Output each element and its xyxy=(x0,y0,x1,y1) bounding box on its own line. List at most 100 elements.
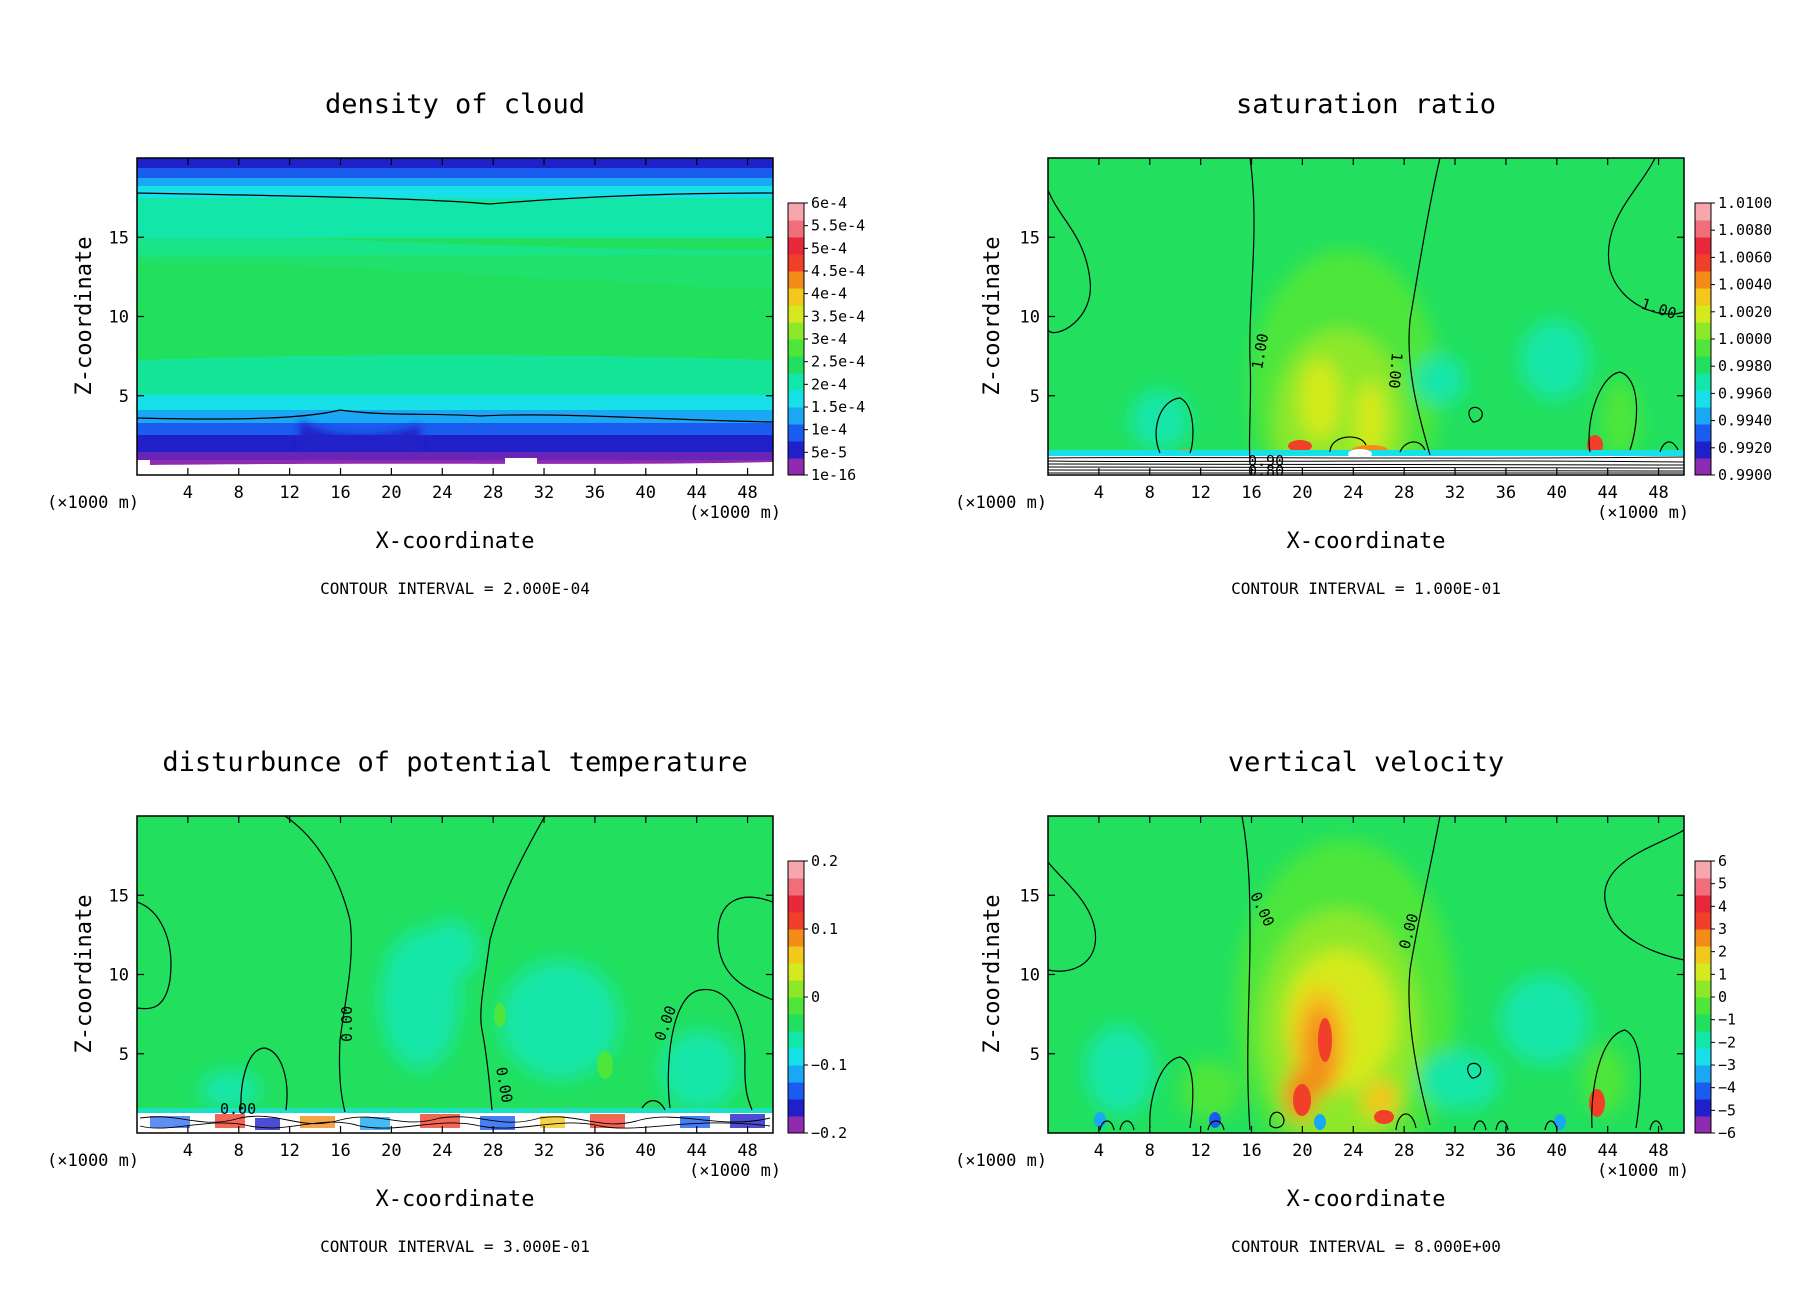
x-axis-label: X-coordinate xyxy=(376,529,535,554)
colorbar-swatch xyxy=(788,254,804,272)
colorbar-swatch xyxy=(788,288,804,306)
x-tick-label: 24 xyxy=(1343,1141,1363,1161)
colorbar-label: 0 xyxy=(811,988,820,1006)
colorbar-label: 0.9900 xyxy=(1718,466,1772,484)
colorbar-label: 5e-4 xyxy=(811,239,847,257)
colorbar-swatch xyxy=(1695,288,1711,306)
colorbar-swatch xyxy=(788,997,804,1015)
x-tick-label: 36 xyxy=(1496,483,1516,503)
contour-label: 1.00 xyxy=(1248,332,1272,371)
colorbar-swatch xyxy=(788,1065,804,1083)
colorbar-label: 1.5e-4 xyxy=(811,398,865,416)
contour-label: 1.00 xyxy=(1385,352,1406,390)
x-tick-label: 36 xyxy=(1496,1141,1516,1161)
colorbar-label: 0.9940 xyxy=(1718,412,1772,430)
y-tick-label: 5 xyxy=(1030,387,1040,407)
colorbar: 6 5 4 3 2 1 0 −1 −2 −3 −4 −5 −6 xyxy=(1694,852,1736,1142)
contour-interval: CONTOUR INTERVAL = 2.000E-04 xyxy=(320,579,590,598)
colorbar-swatch xyxy=(1695,254,1711,272)
x-tick-label: 40 xyxy=(1547,1141,1567,1161)
contour-label: 0.80 xyxy=(1248,462,1284,480)
colorbar-swatch xyxy=(1695,356,1711,374)
colorbar-label: 0.2 xyxy=(811,852,838,870)
colorbar-label: 4.5e-4 xyxy=(811,262,865,280)
colorbar-swatch xyxy=(1695,390,1711,408)
y-tick-label: 5 xyxy=(1030,1045,1040,1065)
colorbar-swatch xyxy=(1695,946,1711,964)
x-tick-label: 8 xyxy=(1145,1141,1155,1161)
x-tick-label: 12 xyxy=(279,483,299,503)
colorbar-label: 2e-4 xyxy=(811,375,847,393)
colorbar-swatch xyxy=(788,1116,804,1134)
colorbar-swatch xyxy=(788,407,804,425)
x-tick-label: 16 xyxy=(1241,483,1261,503)
x-tick-label: 28 xyxy=(483,1141,503,1161)
x-tick-label: 36 xyxy=(585,1141,605,1161)
colorbar-label: 1.0100 xyxy=(1718,194,1772,212)
colorbar-label: 1.0080 xyxy=(1718,221,1772,239)
x-tick-label: 4 xyxy=(1094,483,1104,503)
x-tick-label: 20 xyxy=(381,483,401,503)
colorbar-swatch xyxy=(1695,912,1711,930)
contour-label: 0.00 xyxy=(220,1100,256,1118)
x-tick-label: 12 xyxy=(1190,483,1210,503)
x-tick-label: 48 xyxy=(737,1141,757,1161)
x-unit-left: (×1000 m) xyxy=(47,493,139,513)
colorbar-swatch xyxy=(788,980,804,998)
colorbar-swatch xyxy=(1695,424,1711,442)
colorbar-swatch xyxy=(1695,373,1711,391)
x-tick-label: 12 xyxy=(279,1141,299,1161)
x-tick-label: 20 xyxy=(1292,1141,1312,1161)
colorbar-swatch xyxy=(1695,305,1711,323)
colorbar-label: 1.0020 xyxy=(1718,303,1772,321)
colorbar-swatch xyxy=(1695,929,1711,947)
colorbar-label: −2 xyxy=(1718,1033,1736,1051)
colorbar: 6e-4 5.5e-4 5e-4 4.5e-4 4e-4 3.5e-4 3e-4 2.5e-4… xyxy=(787,194,865,484)
x-axis-label: X-coordinate xyxy=(1287,529,1446,554)
colorbar-swatch xyxy=(788,878,804,896)
colorbar-label: −3 xyxy=(1718,1056,1736,1074)
colorbar-swatch xyxy=(788,1014,804,1032)
x-unit-left: (×1000 m) xyxy=(955,493,1047,513)
colorbar-swatch xyxy=(1695,1082,1711,1100)
panel-title: vertical velocity xyxy=(1228,747,1504,778)
colorbar-label: 3.5e-4 xyxy=(811,307,865,325)
x-tick-label: 4 xyxy=(1094,1141,1104,1161)
x-tick-label: 48 xyxy=(1648,483,1668,503)
colorbar-swatch xyxy=(1695,1065,1711,1083)
y-axis-label: Z-coordinate xyxy=(980,237,1005,396)
colorbar-swatch xyxy=(788,441,804,459)
colorbar-swatch xyxy=(1695,203,1711,221)
colorbar-label: 5.5e-4 xyxy=(811,217,865,235)
y-tick-label: 15 xyxy=(1020,886,1040,906)
colorbar-swatch xyxy=(1695,878,1711,896)
x-tick-label: 16 xyxy=(330,1141,350,1161)
contour-interval: CONTOUR INTERVAL = 1.000E-01 xyxy=(1231,579,1501,598)
colorbar-label: −5 xyxy=(1718,1101,1736,1119)
x-tick-label: 8 xyxy=(234,483,244,503)
colorbar-swatch xyxy=(788,1099,804,1117)
y-tick-label: 5 xyxy=(119,1045,129,1065)
x-tick-label: 40 xyxy=(636,1141,656,1161)
y-tick-label: 15 xyxy=(1020,228,1040,248)
x-tick-label: 16 xyxy=(330,483,350,503)
colorbar-swatch xyxy=(788,929,804,947)
x-tick-label: 28 xyxy=(483,483,503,503)
panel-density-of-cloud: density of cloud 6e-45.5e-45e-44.5 xyxy=(47,89,865,598)
colorbar-swatch xyxy=(1695,441,1711,459)
colorbar-label: −0.2 xyxy=(811,1124,847,1142)
x-tick-label: 32 xyxy=(534,1141,554,1161)
colorbar-label: 1e-16 xyxy=(811,466,856,484)
colorbar-label: −1 xyxy=(1718,1011,1736,1029)
colorbar-swatch xyxy=(788,946,804,964)
panel-title: disturbunce of potential temperature xyxy=(162,747,747,778)
colorbar: 1.0100 1.0080 1.0060 1.0040 1.0020 1.0000 0.99… xyxy=(1694,194,1772,484)
colorbar-label: 0 xyxy=(1718,988,1727,1006)
colorbar-swatch xyxy=(788,305,804,323)
colorbar-label: 4 xyxy=(1718,897,1727,915)
y-axis-label: Z-coordinate xyxy=(72,895,97,1054)
x-tick-label: 44 xyxy=(1597,1141,1617,1161)
colorbar-swatch xyxy=(788,963,804,981)
